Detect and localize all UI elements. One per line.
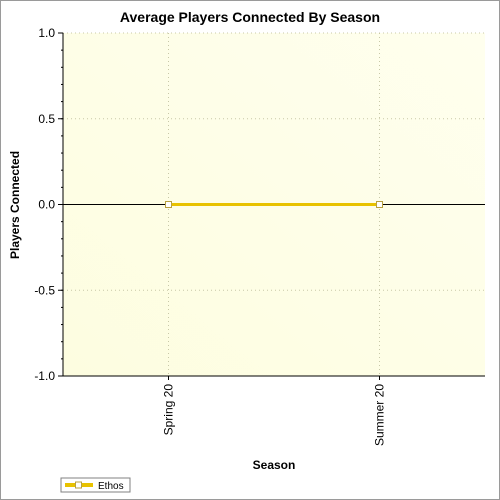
data-point (376, 201, 383, 208)
y-axis-ticks: 1.0 0.5 0.0 -0.5 -1.0 (34, 26, 63, 383)
x-axis-ticks: Spring 20 Summer 20 (162, 376, 387, 446)
series (165, 201, 383, 208)
x-tick-label: Spring 20 (162, 384, 176, 436)
x-tick-label: Summer 20 (373, 384, 387, 446)
y-axis-label: Players Connected (8, 151, 22, 259)
x-axis-label: Season (253, 458, 296, 472)
legend: Ethos (60, 477, 131, 493)
legend-entry-ethos: Ethos (98, 481, 124, 492)
y-tick-label: 0.0 (38, 198, 55, 212)
chart-title: Average Players Connected By Season (120, 9, 380, 25)
y-tick-label: -0.5 (34, 283, 55, 297)
y-tick-label: 0.5 (38, 112, 55, 126)
legend-swatch-marker (75, 481, 82, 489)
y-tick-label: 1.0 (38, 26, 55, 40)
y-tick-label: -1.0 (34, 369, 55, 383)
data-point (165, 201, 172, 208)
